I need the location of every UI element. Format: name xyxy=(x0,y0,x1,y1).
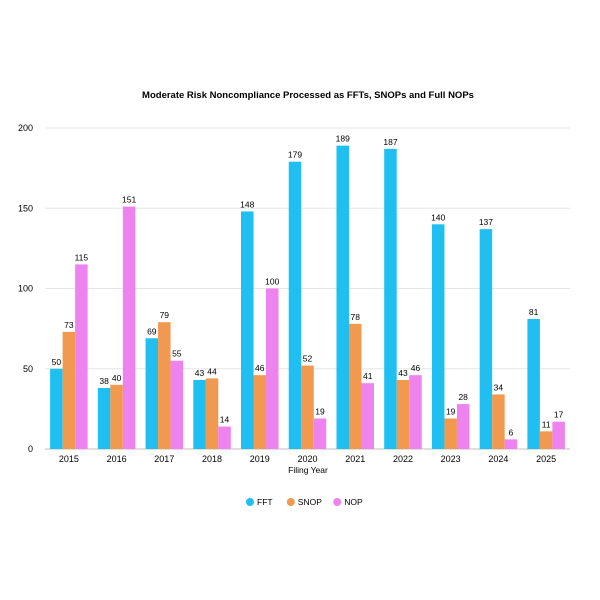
bar-snop xyxy=(253,375,267,449)
x-tick-label: 2019 xyxy=(250,454,270,464)
data-label: 187 xyxy=(383,137,397,147)
legend-label: NOP xyxy=(344,497,363,507)
bar-snop xyxy=(301,365,314,449)
data-label: 50 xyxy=(52,357,62,367)
data-label: 148 xyxy=(240,199,254,209)
y-axis: 0 50 100 150 200 xyxy=(18,123,33,454)
bar-nop xyxy=(218,426,231,449)
bar-fft xyxy=(288,161,302,449)
data-label: 140 xyxy=(431,212,445,222)
legend-marker-nop xyxy=(333,498,342,506)
x-tick-label: 2017 xyxy=(154,454,174,464)
legend-marker-snop xyxy=(286,498,295,506)
data-label: 78 xyxy=(350,312,360,322)
data-label: 179 xyxy=(288,150,302,160)
bar-nop xyxy=(170,360,184,449)
data-label: 69 xyxy=(147,326,157,336)
bar-fft xyxy=(384,148,397,450)
x-tick-label: 2023 xyxy=(441,454,461,464)
x-tick-label: 2016 xyxy=(107,454,127,464)
data-label: 55 xyxy=(172,349,182,359)
bar-fft xyxy=(50,368,63,449)
bar-fft xyxy=(193,379,206,449)
bar-snop xyxy=(444,418,457,449)
bar-snop xyxy=(396,379,410,449)
bar-nop xyxy=(409,375,422,449)
bar-snop xyxy=(62,331,76,449)
bar-nop xyxy=(122,206,136,449)
y-tick-label: 200 xyxy=(18,123,33,133)
data-label: 40 xyxy=(112,373,122,383)
bar-snop xyxy=(539,431,553,449)
x-axis: 2015 2016 2017 2018 2019 2020 2021 2022 2023 2024… xyxy=(59,454,556,464)
bars xyxy=(50,145,565,450)
legend-marker-fft xyxy=(246,498,254,506)
bar-fft xyxy=(479,229,493,449)
data-label: 46 xyxy=(255,363,265,373)
chart-title: Moderate Risk Noncompliance Processed as… xyxy=(142,90,474,101)
data-label: 28 xyxy=(458,392,468,402)
y-tick-label: 50 xyxy=(23,364,33,374)
x-tick-label: 2021 xyxy=(345,454,365,464)
bar-fft xyxy=(97,388,111,449)
bar-nop xyxy=(456,404,470,449)
y-tick-label: 0 xyxy=(28,444,33,454)
data-label: 79 xyxy=(160,310,170,320)
data-label: 81 xyxy=(529,307,539,317)
data-label: 19 xyxy=(315,407,325,417)
bar-snop xyxy=(492,394,505,449)
data-label: 14 xyxy=(220,415,230,425)
x-tick-label: 2024 xyxy=(488,454,508,464)
bar-fft xyxy=(431,224,445,449)
data-label: 137 xyxy=(479,217,493,227)
bar-nop xyxy=(552,421,565,449)
x-tick-label: 2025 xyxy=(536,454,556,464)
data-label: 6 xyxy=(509,427,514,437)
bar-nop xyxy=(313,418,327,449)
data-label: 11 xyxy=(542,419,551,429)
data-label: 44 xyxy=(207,366,217,376)
data-label: 17 xyxy=(554,410,564,420)
data-label: 38 xyxy=(99,376,109,386)
y-tick-label: 150 xyxy=(18,203,33,213)
data-label: 41 xyxy=(363,371,373,381)
x-tick-label: 2020 xyxy=(297,454,317,464)
data-label: 52 xyxy=(303,354,313,364)
bar-nop xyxy=(361,383,374,449)
bar-snop xyxy=(348,323,362,449)
data-label: 115 xyxy=(75,252,89,262)
data-label: 19 xyxy=(446,407,456,417)
data-label: 151 xyxy=(122,195,136,205)
bar-fft xyxy=(336,145,349,449)
bar-fft xyxy=(527,318,540,449)
x-axis-title: Filing Year xyxy=(288,465,328,475)
data-label: 189 xyxy=(336,134,350,144)
bar-snop xyxy=(110,384,123,449)
data-label: 73 xyxy=(64,320,74,330)
data-label: 34 xyxy=(494,382,504,392)
bar-snop xyxy=(205,378,219,449)
bar-fft xyxy=(241,211,254,449)
bar-nop xyxy=(504,439,518,449)
bar-fft xyxy=(145,338,159,449)
legend: FFT SNOP NOP xyxy=(246,497,363,507)
x-tick-label: 2015 xyxy=(59,454,79,464)
data-label: 43 xyxy=(195,368,205,378)
bar-nop xyxy=(266,288,279,449)
data-label: 46 xyxy=(411,363,421,373)
x-tick-label: 2018 xyxy=(202,454,222,464)
bar-nop xyxy=(75,264,88,449)
bar-snop xyxy=(158,322,171,449)
legend-label: FFT xyxy=(257,497,273,507)
y-tick-label: 100 xyxy=(18,284,33,294)
legend-label: SNOP xyxy=(298,497,322,507)
data-label: 100 xyxy=(265,277,279,287)
data-label: 43 xyxy=(398,368,408,378)
x-tick-label: 2022 xyxy=(393,454,413,464)
